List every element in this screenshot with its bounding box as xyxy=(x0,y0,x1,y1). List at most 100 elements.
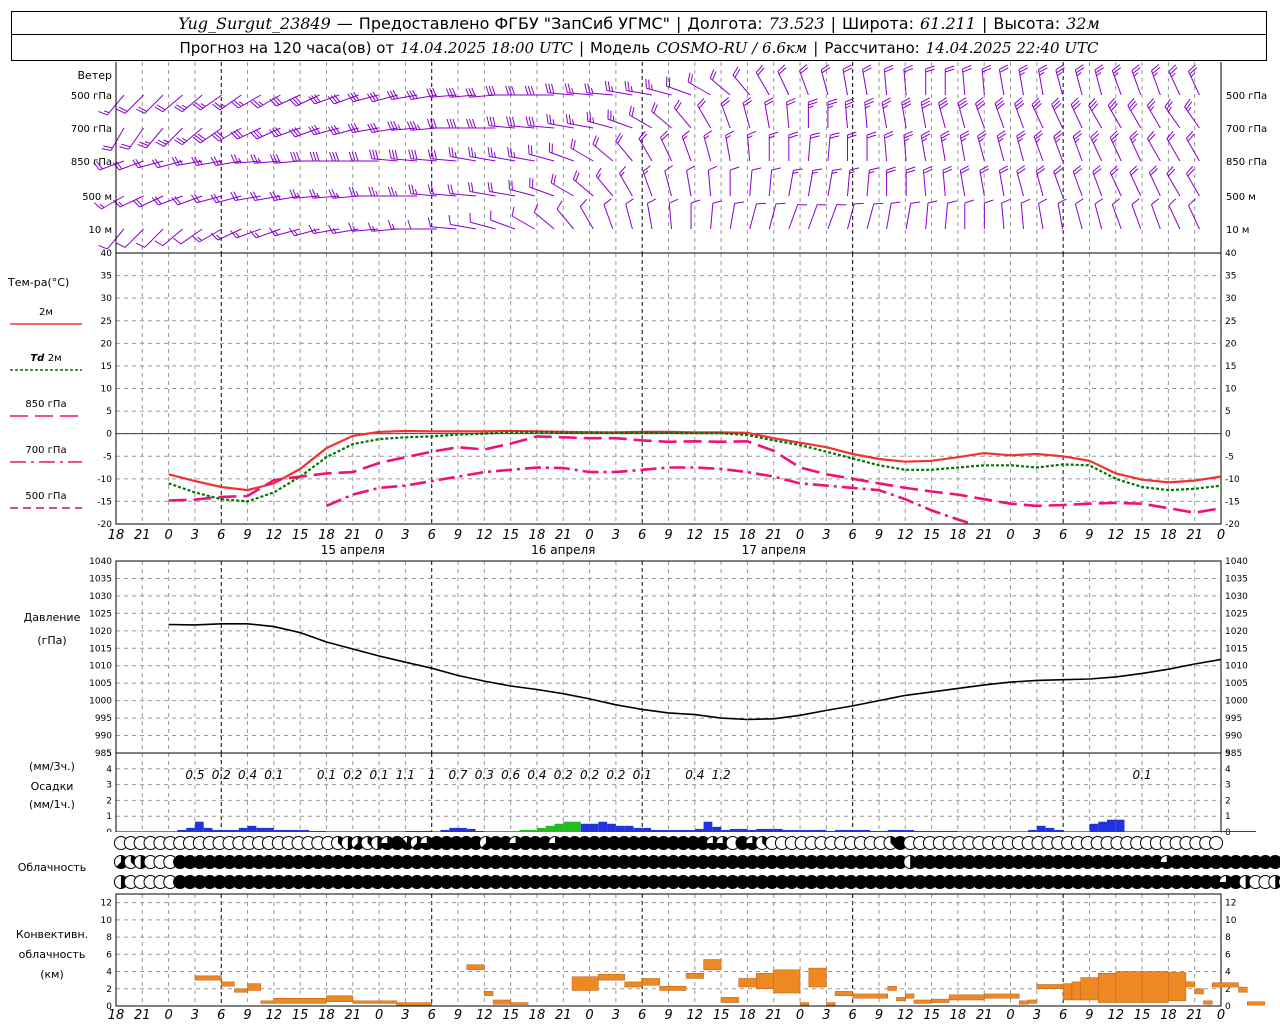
y-tick-label-left: 4 xyxy=(106,968,112,978)
wind-barb-flag xyxy=(1075,67,1085,74)
cloud-symbol xyxy=(1080,855,1095,869)
wind-barb-flag xyxy=(982,67,992,73)
cloud-symbol xyxy=(330,875,345,889)
wind-barb-shaft xyxy=(489,190,516,197)
wind-barb-shaft xyxy=(883,69,888,96)
wind-barb-flag xyxy=(1107,98,1115,106)
cloud-fill xyxy=(765,875,779,889)
wind-barb-shaft xyxy=(725,135,731,162)
wind-barb-flag xyxy=(511,85,516,96)
cloud-symbol xyxy=(498,855,513,869)
cloud-fill xyxy=(755,855,769,869)
wind-barb-half-flag xyxy=(592,117,595,123)
wind-barb-flag xyxy=(984,199,994,204)
cloud-fill xyxy=(1101,855,1115,869)
wind-barb-half-flag xyxy=(118,201,124,207)
cloud-fill xyxy=(1031,855,1045,869)
wind-barb-flag xyxy=(1168,168,1176,177)
wind-barb-flag xyxy=(530,85,535,96)
wind-barb xyxy=(720,97,731,129)
cloud-symbol xyxy=(271,855,286,869)
cloud-fill xyxy=(518,855,532,869)
wind-barb-shaft xyxy=(820,69,829,96)
wind-barb-flag xyxy=(210,156,217,166)
provider-text: Предоставлено ФГБУ "ЗапСиб УГМС" xyxy=(358,13,671,33)
wind-barb-flag xyxy=(595,167,602,177)
wind-barb xyxy=(983,199,994,229)
wind-barb xyxy=(249,127,281,140)
cloud-fill xyxy=(449,875,463,889)
wind-barb xyxy=(1094,64,1104,96)
wind-barb-flag xyxy=(681,130,690,137)
wind-barb-flag xyxy=(564,83,568,93)
bottom-hour-tick-label: 18 xyxy=(529,1008,546,1023)
wind-barb-flag xyxy=(101,148,112,152)
cloud-fill xyxy=(1110,875,1124,889)
wind-barb xyxy=(119,127,144,150)
wind-barb-flag xyxy=(367,123,373,133)
wind-barb-flag xyxy=(446,118,451,129)
wind-barb-flag xyxy=(506,116,510,126)
cloud-fill xyxy=(785,855,799,869)
wind-barb-flag xyxy=(469,212,471,223)
wind-barb-shaft xyxy=(1131,70,1142,96)
wind-barb-shaft xyxy=(533,211,555,230)
cloud-fill xyxy=(666,836,680,850)
wind-barb-flag xyxy=(390,121,395,131)
wind-barb-flag xyxy=(308,224,314,234)
station-name: Yug_Surgut_23849 xyxy=(178,13,331,33)
wind-barb-shaft xyxy=(548,122,574,129)
wind-barb-shaft xyxy=(430,158,457,162)
wind-barb-shaft xyxy=(528,153,555,162)
wind-barb-shaft xyxy=(158,195,183,206)
cloud-symbol xyxy=(666,836,681,850)
wind-barb-flag xyxy=(568,114,572,125)
wind-barb-flag xyxy=(350,123,356,133)
cloud-fill xyxy=(380,836,394,850)
wind-barb-flag xyxy=(725,130,735,136)
wind-barb-flag xyxy=(333,124,340,134)
wind-barb-flag xyxy=(308,126,315,136)
wind-barb-flag xyxy=(253,154,258,164)
wind-barb-flag xyxy=(1038,67,1048,73)
cloud-fill xyxy=(528,836,542,850)
cloud-symbol xyxy=(1179,855,1194,869)
wind-barb-flag xyxy=(252,130,260,139)
wind-barb xyxy=(666,76,692,96)
cloud-symbol xyxy=(607,836,622,850)
wind-barb-flag xyxy=(314,124,321,134)
cloud-symbol xyxy=(281,855,296,869)
cloud-fill xyxy=(538,855,552,869)
wind-barb-flag xyxy=(1185,101,1193,110)
wind-barb-shaft xyxy=(255,228,281,239)
wind-barb-shaft xyxy=(687,81,711,96)
convective-ylabel-2: облачность xyxy=(19,948,86,961)
wind-barb-flag xyxy=(943,168,953,174)
wind-barb xyxy=(570,138,594,162)
cloud-fill xyxy=(301,855,315,869)
wind-barb xyxy=(1168,64,1181,96)
wind-barb-flag xyxy=(488,85,493,96)
y-tick-label-right: 1025 xyxy=(1225,609,1248,619)
cloud-symbol xyxy=(567,855,582,869)
cloud-fill xyxy=(735,855,749,869)
wind-barb-flag xyxy=(197,133,206,140)
wind-barb-flag xyxy=(151,159,158,169)
hour-tick-label: 6 xyxy=(1059,528,1067,543)
wind-barb-flag xyxy=(1073,133,1083,140)
wind-barb-half-flag xyxy=(704,135,710,140)
cloud-symbol xyxy=(646,855,661,869)
wind-barb-shaft xyxy=(625,203,633,230)
y-tick-label-left: 1035 xyxy=(89,574,112,584)
y-tick-label-right: -15 xyxy=(1225,497,1240,507)
wind-barb-flag xyxy=(788,134,798,139)
wind-barb-flag xyxy=(433,149,437,160)
cloud-fill xyxy=(588,875,602,889)
wind-barb-shaft xyxy=(1051,104,1064,129)
cloud-fill xyxy=(913,875,927,889)
wind-barb xyxy=(136,94,164,114)
wind-barb-half-flag xyxy=(235,232,240,238)
cloud-symbol xyxy=(429,836,444,850)
wind-barb-shaft xyxy=(1088,105,1103,129)
